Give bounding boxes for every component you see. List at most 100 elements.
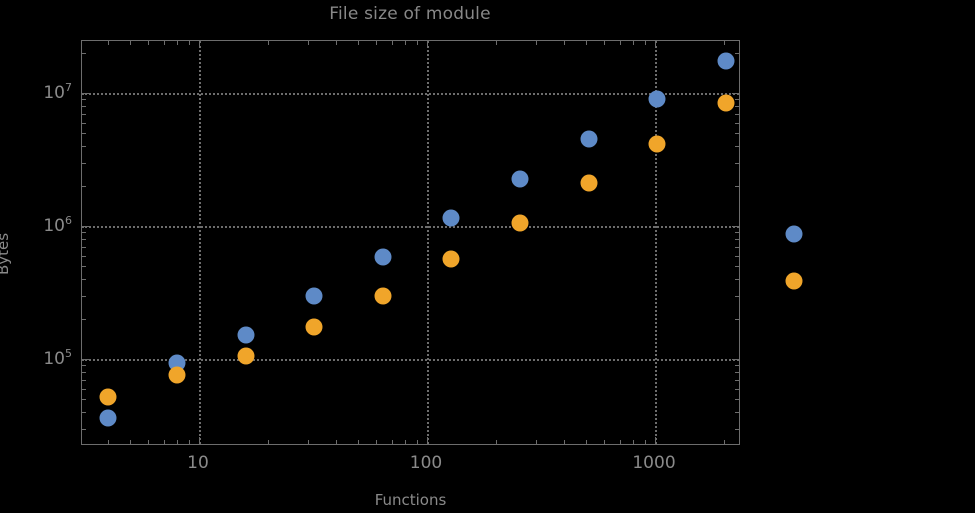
tick-mark: [735, 105, 739, 107]
tick-mark: [735, 278, 739, 280]
tick-mark: [732, 359, 739, 360]
y-axis-title: Bytes: [0, 232, 12, 276]
tick-mark: [586, 41, 588, 45]
tick-mark: [644, 41, 646, 45]
data-point: [305, 318, 323, 336]
tick-mark: [82, 105, 86, 107]
data-point: [237, 326, 255, 344]
data-point: [717, 94, 735, 112]
tick-mark: [82, 226, 89, 227]
x-axis-title: Functions: [374, 491, 447, 509]
tick-mark: [735, 52, 739, 54]
tick-mark: [267, 440, 269, 444]
data-point: [374, 287, 392, 305]
tick-mark: [82, 318, 86, 320]
data-point: [648, 90, 666, 108]
tick-mark: [307, 440, 309, 444]
tick-mark: [535, 41, 537, 45]
gridline-horizontal: [82, 359, 739, 361]
tick-mark: [391, 440, 393, 444]
tick-mark: [130, 41, 132, 45]
tick-mark: [735, 371, 739, 373]
tick-mark: [735, 232, 739, 234]
tick-mark: [82, 255, 86, 257]
tick-mark: [586, 440, 588, 444]
y-tick-label: 105: [43, 347, 72, 369]
tick-mark: [188, 440, 190, 444]
data-point: [442, 209, 460, 227]
tick-mark: [108, 41, 110, 45]
tick-mark: [358, 440, 360, 444]
tick-mark: [735, 99, 739, 101]
tick-mark: [188, 41, 190, 45]
tick-mark: [632, 440, 634, 444]
tick-mark: [82, 388, 86, 390]
data-point: [648, 135, 666, 153]
tick-mark: [416, 41, 418, 45]
tick-mark: [108, 440, 110, 444]
tick-mark: [735, 411, 739, 413]
tick-mark: [404, 440, 406, 444]
tick-mark: [82, 428, 86, 430]
tick-mark: [267, 41, 269, 45]
gridline-vertical: [427, 41, 429, 444]
tick-mark: [735, 255, 739, 257]
tick-mark: [735, 295, 739, 297]
tick-mark: [163, 41, 165, 45]
y-tick-label: 106: [43, 214, 72, 236]
tick-mark: [735, 388, 739, 390]
tick-mark: [735, 266, 739, 268]
data-point: [717, 52, 735, 70]
tick-mark: [735, 133, 739, 135]
tick-mark: [735, 365, 739, 367]
plot-frame: [81, 40, 740, 445]
tick-mark: [735, 162, 739, 164]
tick-mark: [82, 359, 89, 360]
tick-mark: [82, 266, 86, 268]
tick-mark: [376, 41, 378, 45]
tick-mark: [199, 437, 200, 444]
tick-mark: [336, 41, 338, 45]
y-tick-label: 107: [43, 81, 72, 103]
tick-mark: [82, 52, 86, 54]
data-point: [785, 272, 803, 290]
tick-mark: [723, 440, 725, 444]
tick-mark: [735, 318, 739, 320]
tick-mark: [604, 41, 606, 45]
tick-mark: [732, 93, 739, 94]
tick-mark: [495, 440, 497, 444]
tick-mark: [358, 41, 360, 45]
data-point: [442, 250, 460, 268]
tick-mark: [82, 122, 86, 124]
tick-mark: [82, 278, 86, 280]
tick-mark: [619, 440, 621, 444]
tick-mark: [199, 41, 200, 48]
chart-title: File size of module: [329, 4, 491, 24]
tick-mark: [82, 238, 86, 240]
tick-mark: [735, 122, 739, 124]
tick-mark: [336, 440, 338, 444]
tick-mark: [735, 379, 739, 381]
gridline-horizontal: [82, 226, 739, 228]
tick-mark: [735, 145, 739, 147]
tick-mark: [130, 440, 132, 444]
data-point: [168, 366, 186, 384]
tick-mark: [632, 41, 634, 45]
x-tick-label: 100: [409, 453, 443, 473]
tick-mark: [82, 295, 86, 297]
tick-mark: [82, 399, 86, 401]
tick-mark: [82, 371, 86, 373]
gridline-vertical: [655, 41, 657, 444]
tick-mark: [735, 113, 739, 115]
tick-mark: [82, 133, 86, 135]
tick-mark: [82, 185, 86, 187]
tick-mark: [82, 411, 86, 413]
data-point: [99, 409, 117, 427]
tick-mark: [427, 437, 428, 444]
data-point: [580, 174, 598, 192]
data-point: [374, 248, 392, 266]
tick-mark: [735, 185, 739, 187]
x-tick-label: 10: [187, 453, 209, 473]
tick-mark: [404, 41, 406, 45]
